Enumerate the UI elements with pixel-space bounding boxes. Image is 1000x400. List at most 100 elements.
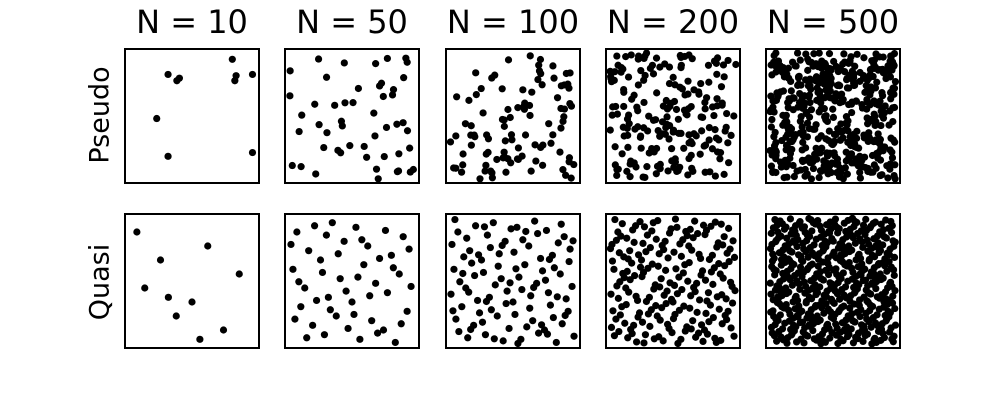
quasi-n50-point-18	[383, 289, 392, 297]
quasi-n500-point-458	[870, 336, 878, 344]
pseudo-n200-point-122	[661, 60, 669, 68]
pseudo-n500-point-467	[877, 144, 885, 153]
quasi-n200-point-164	[687, 325, 695, 333]
pseudo-n500-point-344	[864, 167, 872, 176]
quasi-n500-point-420	[847, 264, 856, 272]
pseudo-n500-point-220	[842, 148, 850, 156]
quasi-n500-point-443	[796, 318, 804, 327]
pseudo-n500-point-61	[885, 121, 893, 129]
quasi-n500-point-422	[879, 329, 887, 338]
pseudo-n200-point-124	[696, 150, 704, 158]
quasi-n100-point-63	[447, 290, 455, 298]
pseudo-n500-point-357	[806, 98, 814, 107]
panel-quasi-n50	[284, 213, 420, 349]
pseudo-n200-point-49	[640, 98, 648, 107]
pseudo-n200-point-186	[717, 83, 726, 91]
quasi-n500-point-322	[862, 215, 870, 223]
pseudo-n200-point-141	[613, 171, 621, 180]
pseudo-n500-point-445	[850, 81, 859, 89]
pseudo-n10-point-2	[175, 74, 183, 82]
pseudo-n100-point-28	[535, 61, 543, 69]
quasi-n200-point-65	[638, 318, 647, 326]
quasi-n500-point-323	[783, 339, 791, 347]
quasi-n500-point-473	[811, 303, 819, 311]
pseudo-n50-point-8	[371, 132, 379, 140]
quasi-n200-point-124	[699, 221, 708, 229]
quasi-n500-point-481	[801, 228, 809, 236]
quasi-n100-point-16	[513, 223, 521, 231]
pseudo-n100-point-42	[550, 74, 558, 82]
quasi-n50-point-15	[289, 265, 297, 273]
pseudo-n200-point-158	[609, 103, 617, 111]
quasi-n200-point-111	[613, 282, 621, 290]
quasi-n100-point-97	[480, 223, 489, 231]
quasi-n100-point-36	[527, 292, 535, 300]
pseudo-n10-point-6	[248, 70, 257, 79]
quasi-n200-point-100	[688, 246, 696, 254]
quasi-n100-point-21	[497, 275, 505, 283]
scatter-pseudo-n50	[286, 54, 417, 182]
pseudo-n100-point-64	[501, 137, 509, 145]
quasi-n500-point-482	[864, 298, 872, 306]
quasi-n500-point-479	[770, 312, 778, 320]
pseudo-n100-point-51	[557, 104, 565, 113]
pseudo-n500-point-473	[863, 87, 871, 95]
quasi-n200-point-184	[683, 232, 691, 240]
quasi-n200-point-188	[699, 337, 707, 346]
pseudo-n100-point-31	[514, 104, 522, 112]
pseudo-n500-point-106	[874, 130, 882, 138]
quasi-n100-point-53	[499, 337, 507, 345]
quasi-n500-point-405	[818, 297, 826, 305]
quasi-n500-point-495	[774, 293, 782, 301]
pseudo-n200-point-28	[724, 139, 732, 147]
pseudo-n200-point-93	[665, 79, 674, 88]
pseudo-n500-point-498	[890, 50, 899, 58]
pseudo-n500-point-496	[817, 99, 825, 107]
pseudo-n500-point-251	[779, 111, 787, 119]
pseudo-n500-point-315	[878, 89, 886, 97]
quasi-n200-point-118	[723, 249, 731, 257]
pseudo-n500-point-348	[770, 58, 778, 66]
quasi-n100-point-28	[536, 254, 545, 263]
quasi-n500-point-456	[839, 258, 847, 266]
quasi-n100-point-20	[529, 317, 537, 325]
pseudo-n500-point-449	[788, 145, 796, 154]
quasi-n500-point-123	[796, 263, 805, 271]
pseudo-n500-point-214	[829, 113, 838, 121]
pseudo-n500-point-339	[889, 104, 897, 112]
pseudo-n200-point-72	[665, 135, 673, 143]
pseudo-n50-point-38	[337, 149, 345, 157]
pseudo-n200-point-118	[681, 52, 689, 61]
pseudo-n100-point-61	[549, 62, 557, 70]
quasi-n100-point-35	[464, 334, 472, 342]
pseudo-n500-point-390	[769, 168, 777, 176]
pseudo-n200-point-96	[669, 73, 677, 81]
quasi-n200-point-81	[642, 297, 651, 306]
quasi-n500-point-464	[835, 308, 843, 316]
quasi-n500-point-438	[883, 267, 891, 275]
quasi-n50-point-6	[395, 270, 403, 278]
pseudo-n50-point-11	[360, 142, 368, 151]
quasi-n500-point-484	[848, 215, 857, 222]
pseudo-n100-point-82	[470, 131, 478, 139]
pseudo-n500-point-443	[837, 128, 845, 136]
pseudo-n200-point-170	[703, 94, 711, 102]
quasi-n500-point-493	[825, 228, 833, 236]
quasi-n200-point-109	[664, 254, 672, 262]
scatter-quasi-n10	[133, 228, 243, 343]
quasi-n50-point-49	[322, 231, 331, 239]
pseudo-n200-point-27	[658, 118, 667, 126]
quasi-n100-point-46	[566, 245, 574, 253]
pseudo-n200-point-87	[645, 112, 653, 120]
quasi-n500-point-428	[855, 301, 863, 310]
quasi-n50-point-27	[312, 296, 321, 305]
quasi-n100-point-91	[474, 251, 483, 259]
quasi-n500-point-421	[816, 222, 824, 230]
quasi-n200-point-155	[634, 313, 642, 321]
quasi-n500-point-165	[816, 283, 824, 291]
pseudo-n10-point-5	[232, 72, 240, 80]
pseudo-n100-point-86	[527, 167, 535, 175]
pseudo-n200-point-128	[618, 150, 626, 158]
quasi-n500-point-367	[773, 221, 781, 229]
pseudo-n100-point-80	[498, 85, 506, 93]
